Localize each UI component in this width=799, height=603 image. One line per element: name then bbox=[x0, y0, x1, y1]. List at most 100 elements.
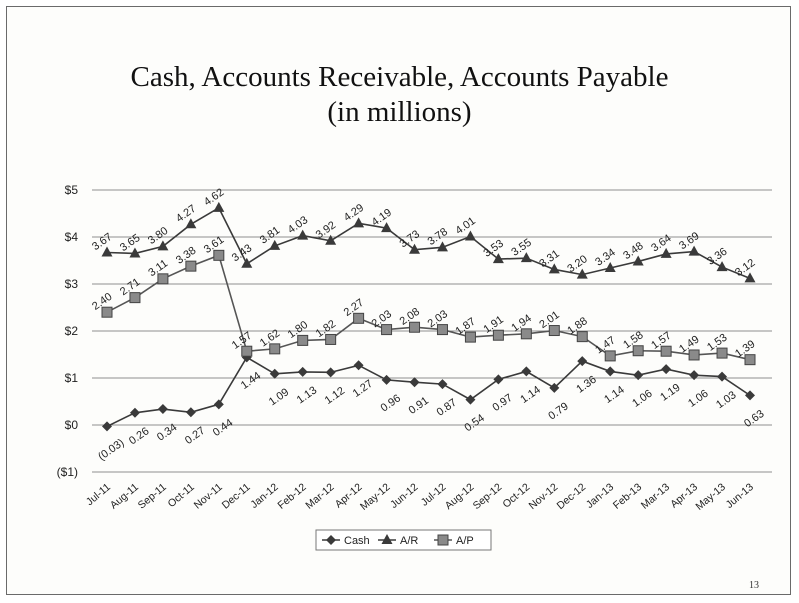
y-tick-label: $1 bbox=[65, 371, 79, 385]
data-label: 1.14 bbox=[602, 384, 626, 406]
data-label: 0.44 bbox=[211, 417, 235, 439]
data-point bbox=[129, 247, 141, 258]
data-point bbox=[661, 364, 672, 375]
data-label: 0.96 bbox=[379, 392, 403, 414]
data-point bbox=[520, 252, 532, 263]
data-point bbox=[745, 390, 755, 401]
chart-subtitle: (in millions) bbox=[327, 96, 472, 128]
data-point bbox=[716, 261, 728, 272]
x-tick-label: Mar-12 bbox=[303, 481, 336, 512]
data-point bbox=[129, 407, 140, 418]
data-label: 1.06 bbox=[686, 388, 710, 410]
data-point bbox=[744, 354, 756, 366]
data-point bbox=[605, 366, 616, 377]
data-point bbox=[157, 273, 169, 285]
data-label: 3.48 bbox=[621, 240, 645, 262]
data-point bbox=[325, 333, 337, 345]
data-label: 3.67 bbox=[90, 231, 114, 253]
data-point bbox=[604, 350, 616, 362]
data-point bbox=[213, 249, 225, 261]
data-label: 0.27 bbox=[183, 425, 207, 447]
data-point bbox=[520, 328, 532, 340]
x-tick-label: May-13 bbox=[693, 481, 728, 513]
x-tick-label: Nov-12 bbox=[527, 481, 561, 512]
x-tick-label: Jan-12 bbox=[248, 481, 280, 511]
data-label: (0.03) bbox=[96, 437, 126, 463]
y-tick-label: $0 bbox=[65, 418, 79, 432]
x-tick-label: Aug-12 bbox=[443, 481, 477, 512]
data-point bbox=[381, 374, 392, 385]
x-tick-label: Jan-13 bbox=[584, 481, 616, 511]
data-point bbox=[157, 404, 168, 415]
x-tick-label: Feb-13 bbox=[611, 481, 644, 512]
data-point bbox=[436, 241, 448, 252]
data-point bbox=[269, 343, 281, 355]
data-point bbox=[464, 230, 476, 241]
data-point bbox=[185, 218, 197, 229]
y-tick-label: ($1) bbox=[57, 465, 78, 479]
data-label: 0.54 bbox=[462, 412, 486, 434]
data-label: 1.12 bbox=[323, 385, 347, 407]
data-point bbox=[241, 345, 253, 357]
x-tick-label: Aug-11 bbox=[108, 481, 141, 512]
data-point bbox=[716, 347, 728, 359]
x-tick-label: Nov-11 bbox=[192, 481, 225, 512]
data-label: 0.79 bbox=[546, 400, 570, 422]
data-point bbox=[548, 325, 560, 337]
data-point bbox=[717, 371, 728, 382]
page-number: 13 bbox=[749, 580, 759, 591]
data-label: 3.55 bbox=[509, 237, 533, 259]
data-point bbox=[436, 324, 448, 336]
x-tick-label: Sep-11 bbox=[136, 481, 169, 512]
data-label: 1.13 bbox=[295, 384, 319, 406]
data-point bbox=[353, 360, 364, 371]
x-tick-label: Dec-12 bbox=[555, 481, 589, 512]
series-line-cash bbox=[106, 356, 751, 428]
data-point bbox=[297, 334, 309, 346]
data-point bbox=[157, 240, 169, 251]
data-point bbox=[381, 222, 393, 233]
data-point bbox=[492, 253, 504, 264]
data-point bbox=[689, 370, 700, 381]
data-label: 3.65 bbox=[118, 232, 142, 254]
x-tick-label: Mar-13 bbox=[639, 481, 672, 512]
data-point bbox=[632, 255, 644, 266]
data-point bbox=[101, 246, 113, 257]
data-point bbox=[185, 260, 197, 272]
data-label: 4.03 bbox=[286, 214, 310, 236]
data-label: 0.87 bbox=[435, 397, 459, 419]
x-tick-label: Jun-12 bbox=[388, 481, 420, 511]
y-tick-label: $4 bbox=[65, 230, 79, 244]
x-tick-label: May-12 bbox=[358, 481, 393, 513]
data-label: 3.34 bbox=[593, 247, 617, 269]
data-point bbox=[409, 377, 420, 388]
data-point bbox=[465, 394, 476, 405]
legend-label: A/R bbox=[400, 535, 418, 547]
data-point bbox=[493, 374, 504, 385]
data-point bbox=[744, 272, 756, 283]
data-label: 4.29 bbox=[342, 202, 366, 224]
x-tick-label: Feb-12 bbox=[275, 481, 308, 512]
data-point bbox=[632, 345, 644, 357]
data-point bbox=[492, 329, 504, 341]
legend-label: Cash bbox=[344, 535, 370, 547]
data-label: 3.81 bbox=[258, 224, 282, 246]
data-label: 4.01 bbox=[453, 215, 477, 237]
y-tick-label: $3 bbox=[65, 277, 79, 291]
chart-title: Cash, Accounts Receivable, Accounts Paya… bbox=[130, 61, 669, 93]
data-label: 3.64 bbox=[649, 232, 673, 254]
data-label: 1.19 bbox=[658, 382, 682, 404]
data-label: 3.53 bbox=[481, 238, 505, 260]
data-point bbox=[549, 382, 560, 393]
data-point bbox=[381, 324, 393, 336]
legend-marker bbox=[326, 535, 336, 545]
data-point bbox=[325, 234, 337, 245]
data-label: 3.20 bbox=[565, 253, 589, 275]
data-point bbox=[521, 366, 532, 377]
data-point bbox=[409, 243, 421, 254]
y-tick-label: $2 bbox=[65, 324, 79, 338]
data-point bbox=[660, 345, 672, 357]
data-point bbox=[102, 421, 112, 432]
data-point bbox=[688, 245, 700, 256]
